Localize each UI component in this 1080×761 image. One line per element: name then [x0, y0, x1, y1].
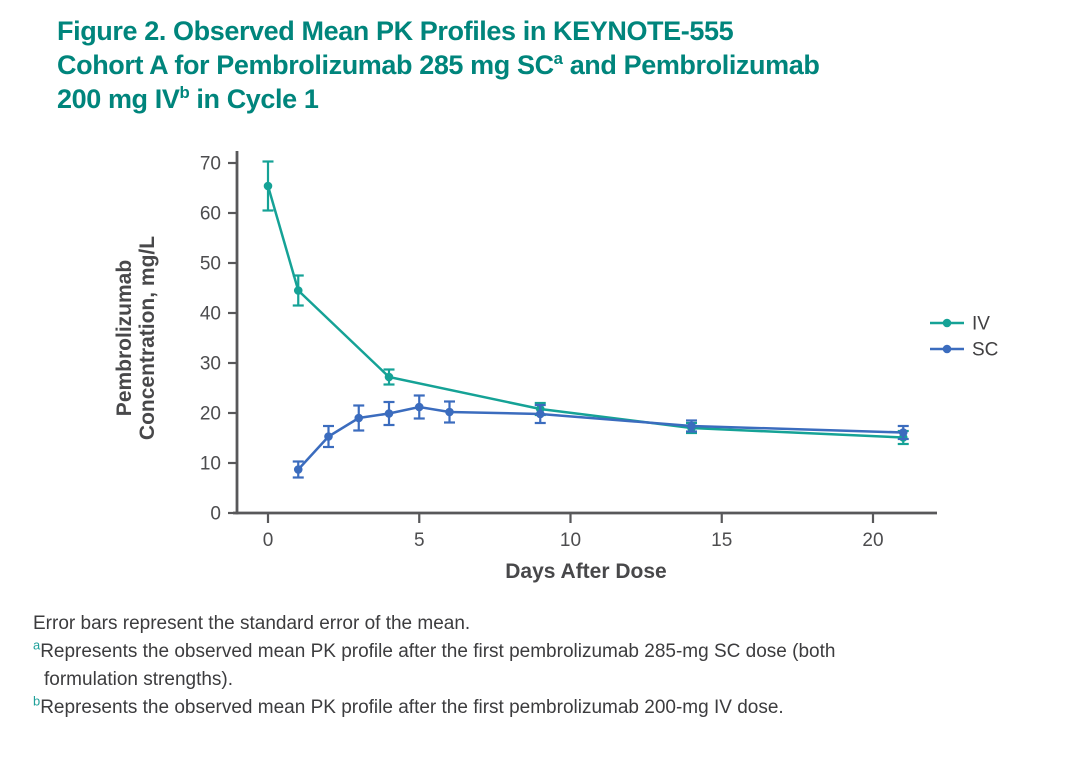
legend-marker-icon	[942, 318, 952, 328]
text-segment: Error bars represent the standard error …	[33, 613, 471, 634]
superscript-marker: b	[33, 693, 41, 709]
text-line: Figure 2. Observed Mean PK Profiles in K…	[57, 14, 819, 48]
data-point	[384, 372, 394, 382]
text-segment: Represents the observed mean PK profile …	[40, 697, 784, 718]
y-axis-title: PembrolizumabConcentration, mg/L	[113, 236, 159, 440]
y-tick-label: 10	[200, 454, 221, 475]
data-point	[535, 409, 545, 419]
legend: IV SC	[930, 314, 998, 361]
series-line	[266, 185, 904, 439]
x-tick-label: 20	[862, 530, 883, 551]
legend-marker-icon	[942, 344, 952, 354]
y-tick-label: 70	[200, 154, 221, 175]
data-point	[263, 181, 273, 191]
text-line: aRepresents the observed mean PK profile…	[33, 638, 1048, 666]
data-point	[384, 409, 394, 418]
series-SC	[292, 394, 909, 479]
data-point	[898, 428, 908, 437]
axes: 0 5 10 15 20 0 10 20 30 40 50 60 70	[200, 151, 937, 551]
data-point	[687, 421, 696, 431]
data-point	[293, 465, 303, 474]
text-line: Error bars represent the standard error …	[33, 610, 1048, 638]
legend-label: SC	[972, 340, 998, 361]
text-line: formulation strengths).	[33, 666, 1048, 694]
superscript-marker: a	[33, 637, 41, 653]
x-tick-label: 5	[414, 530, 425, 551]
y-tick-label: 20	[200, 404, 221, 425]
series-IV	[262, 160, 909, 446]
data-point	[445, 407, 454, 417]
text-line: 200 mg IVb in Cycle 1	[57, 82, 819, 116]
y-tick-label: 50	[200, 254, 221, 275]
text-segment: in Cycle 1	[189, 84, 319, 114]
footnotes: Error bars represent the standard error …	[33, 610, 1048, 722]
text-segment: Cohort A for Pembrolizumab 285 mg SC	[57, 50, 554, 80]
x-tick-label: 0	[263, 530, 274, 551]
text-segment: formulation strengths).	[44, 669, 234, 690]
x-tick-label: 10	[560, 530, 581, 551]
text-segment: Figure 2. Observed Mean PK Profiles in K…	[57, 16, 734, 46]
data-point	[414, 402, 424, 412]
superscript-marker: a	[553, 49, 563, 68]
y-tick-label: 30	[200, 354, 221, 375]
text-segment: Represents the observed mean PK profile …	[40, 641, 836, 662]
legend-label: IV	[972, 314, 990, 335]
y-tick-label: 60	[200, 204, 221, 225]
x-axis-title: Days After Dose	[505, 560, 666, 583]
legend-item-SC: SC	[930, 340, 998, 361]
text-line: bRepresents the observed mean PK profile…	[33, 694, 1048, 722]
superscript-marker: b	[179, 83, 190, 102]
data-point	[293, 286, 303, 295]
data-point	[324, 432, 333, 441]
data-point	[354, 413, 364, 423]
text-segment: and Pembrolizumab	[562, 50, 820, 80]
pk-chart: 0 5 10 15 20 0 10 20 30 40 50 60 70 Days After Dose Pe…	[113, 151, 998, 583]
y-tick-label: 40	[200, 304, 221, 325]
y-tick-label: 0	[210, 504, 221, 525]
text-line: Cohort A for Pembrolizumab 285 mg SCa an…	[57, 48, 820, 82]
x-tick-label: 15	[711, 530, 732, 551]
legend-item-IV: IV	[930, 314, 990, 335]
text-segment: 200 mg IV	[57, 84, 180, 114]
figure-title: Figure 2. Observed Mean PK Profiles in K…	[57, 14, 820, 116]
